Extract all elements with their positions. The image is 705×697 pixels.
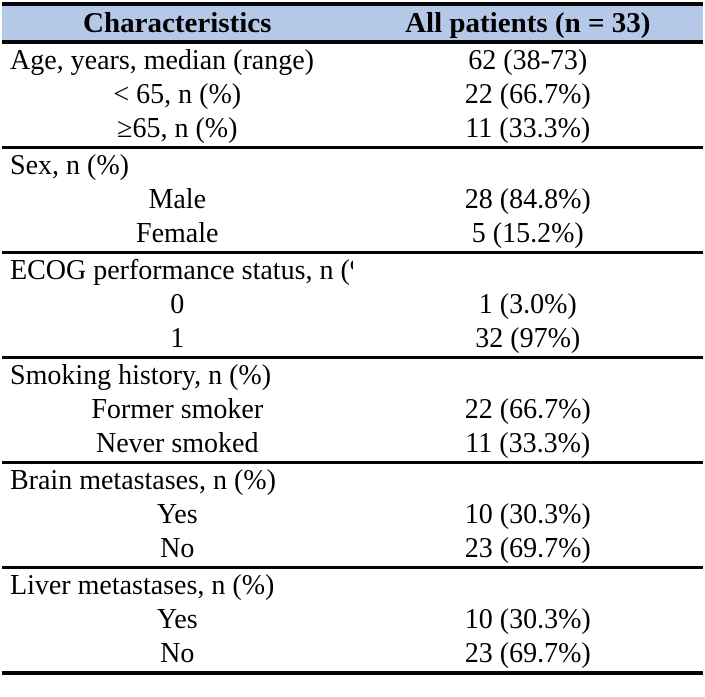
row-label: ≥65, n (%) bbox=[117, 113, 238, 144]
section-smoking: Smoking history, n (%) Former smoker 22 … bbox=[2, 359, 703, 464]
row-label: Liver metastases, n (%) bbox=[10, 570, 275, 601]
row-value: 5 (15.2%) bbox=[471, 218, 584, 249]
row-value bbox=[353, 464, 704, 498]
row-value: 23 (69.7%) bbox=[464, 533, 591, 564]
table-row: ECOG performance status, n (%) bbox=[2, 254, 703, 288]
row-label: Male bbox=[148, 184, 207, 215]
row-label: Sex, n (%) bbox=[10, 150, 129, 181]
table-row: 0 1 (3.0%) bbox=[2, 288, 703, 322]
row-label: 1 bbox=[170, 323, 185, 354]
row-value: 22 (66.7%) bbox=[464, 394, 591, 425]
header-characteristics-cell: Characteristics bbox=[83, 6, 272, 39]
row-label: ECOG performance status, n (%) bbox=[10, 255, 353, 286]
row-value: 10 (30.3%) bbox=[464, 499, 591, 530]
row-label: No bbox=[160, 533, 195, 564]
table-row: Yes 10 (30.3%) bbox=[2, 498, 703, 532]
section-ecog: ECOG performance status, n (%) 0 1 (3.0%… bbox=[2, 254, 703, 359]
table-row: Smoking history, n (%) bbox=[2, 359, 703, 393]
patient-characteristics-table: Characteristics All patients (n = 33) Ag… bbox=[2, 2, 703, 675]
row-value: 23 (69.7%) bbox=[464, 638, 591, 669]
section-brain-metastases: Brain metastases, n (%) Yes 10 (30.3%) N… bbox=[2, 464, 703, 569]
table-row: Brain metastases, n (%) bbox=[2, 464, 703, 498]
row-value: 32 (97%) bbox=[475, 323, 581, 354]
row-label: Female bbox=[136, 218, 219, 249]
row-label: 0 bbox=[170, 289, 185, 320]
header-all-patients-cell: All patients (n = 33) bbox=[405, 6, 651, 39]
row-value bbox=[353, 149, 704, 183]
row-label: Brain metastases, n (%) bbox=[10, 465, 276, 496]
table-row: Sex, n (%) bbox=[2, 149, 703, 183]
row-value bbox=[353, 359, 704, 393]
table-row: Yes 10 (30.3%) bbox=[2, 603, 703, 637]
table-row: ≥65, n (%) 11 (33.3%) bbox=[2, 112, 703, 146]
section-age: Age, years, median (range) 62 (38-73) < … bbox=[2, 44, 703, 149]
table-row: Age, years, median (range) 62 (38-73) bbox=[2, 44, 703, 78]
row-value bbox=[353, 254, 704, 288]
row-label: Age, years, median (range) bbox=[10, 45, 314, 76]
row-label: No bbox=[160, 638, 195, 669]
row-label: < 65, n (%) bbox=[113, 79, 242, 110]
table-row: No 23 (69.7%) bbox=[2, 532, 703, 566]
row-value: 22 (66.7%) bbox=[464, 79, 591, 110]
row-value: 62 (38-73) bbox=[468, 45, 588, 76]
row-label: Never smoked bbox=[95, 428, 259, 459]
table-row: Male 28 (84.8%) bbox=[2, 183, 703, 217]
row-label: Yes bbox=[156, 604, 198, 635]
row-label: Former smoker bbox=[91, 394, 264, 425]
table-row: Never smoked 11 (33.3%) bbox=[2, 427, 703, 461]
row-value: 1 (3.0%) bbox=[478, 289, 577, 320]
row-value bbox=[353, 569, 704, 603]
table-row: No 23 (69.7%) bbox=[2, 637, 703, 671]
section-liver-metastases: Liver metastases, n (%) Yes 10 (30.3%) N… bbox=[2, 569, 703, 675]
row-value: 28 (84.8%) bbox=[464, 184, 591, 215]
table-row: 1 32 (97%) bbox=[2, 322, 703, 356]
row-value: 10 (30.3%) bbox=[464, 604, 591, 635]
table-row: Liver metastases, n (%) bbox=[2, 569, 703, 603]
row-value: 11 (33.3%) bbox=[465, 113, 591, 144]
row-label: Smoking history, n (%) bbox=[10, 360, 272, 391]
table-row: Former smoker 22 (66.7%) bbox=[2, 393, 703, 427]
row-label: Yes bbox=[156, 499, 198, 530]
table-header-row: Characteristics All patients (n = 33) bbox=[2, 6, 703, 44]
row-value: 11 (33.3%) bbox=[465, 428, 591, 459]
table-row: < 65, n (%) 22 (66.7%) bbox=[2, 78, 703, 112]
section-sex: Sex, n (%) Male 28 (84.8%) Female 5 (15.… bbox=[2, 149, 703, 254]
table-row: Female 5 (15.2%) bbox=[2, 217, 703, 251]
